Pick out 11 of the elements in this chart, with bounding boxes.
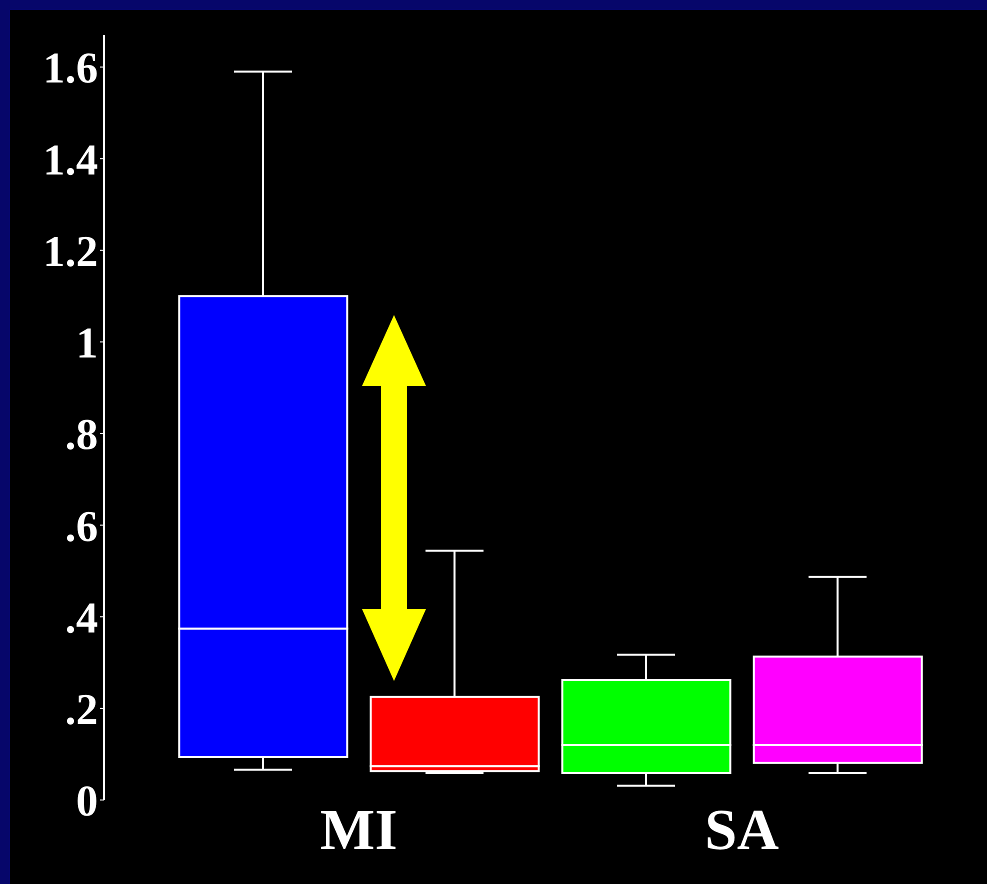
y-tick-label: .4 <box>65 593 98 642</box>
y-tick-label: 0 <box>76 776 98 826</box>
y-tick-label: .2 <box>65 685 98 734</box>
y-tick-label: .6 <box>65 502 98 551</box>
y-tick-label: .8 <box>65 410 98 460</box>
y-tick-label: 1.6 <box>43 44 98 93</box>
x-tick-label: SA <box>704 797 780 862</box>
x-tick-label: MI <box>320 797 398 862</box>
y-tick-label: 1.4 <box>43 135 98 184</box>
y-tick-label: 1.2 <box>43 226 98 276</box>
y-tick-label: 1 <box>76 318 98 368</box>
